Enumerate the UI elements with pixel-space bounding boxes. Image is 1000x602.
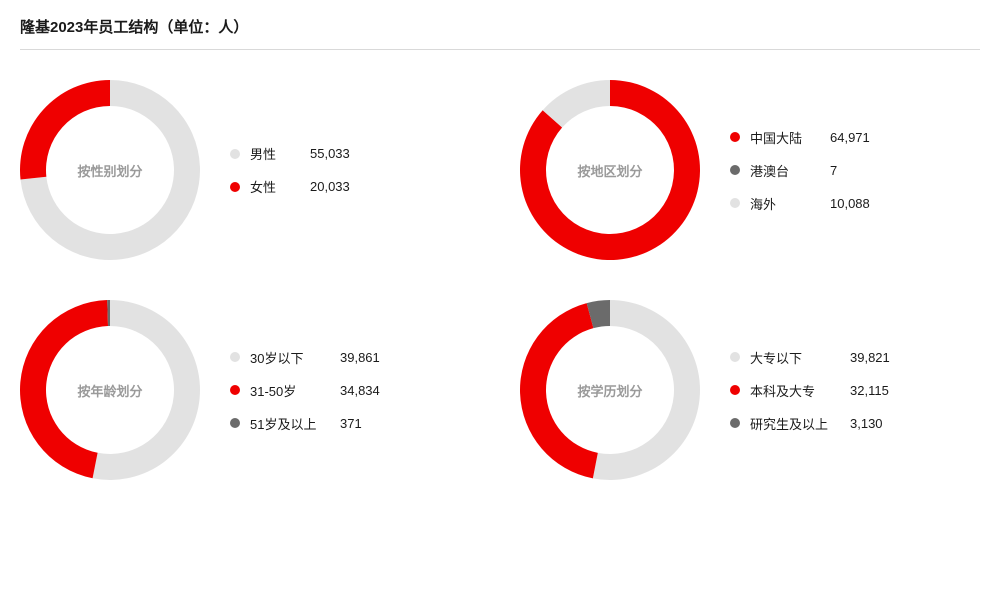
donut-center-label: 按年龄划分 bbox=[20, 300, 200, 480]
legend-label: 30岁以下 bbox=[250, 348, 330, 367]
legend-item: 海外 10,088 bbox=[730, 194, 870, 213]
legend-label: 海外 bbox=[750, 194, 820, 213]
donut-center-label: 按学历划分 bbox=[520, 300, 700, 480]
legend-label: 51岁及以上 bbox=[250, 414, 330, 433]
legend-value: 371 bbox=[340, 416, 362, 431]
legend-value: 39,861 bbox=[340, 350, 380, 365]
legend-item: 大专以下 39,821 bbox=[730, 348, 890, 367]
legend-region: 中国大陆 64,971 港澳台 7 海外 10,088 bbox=[730, 128, 870, 213]
legend-value: 10,088 bbox=[830, 196, 870, 211]
legend-label: 31-50岁 bbox=[250, 381, 330, 400]
chart-panel-education: 按学历划分 大专以下 39,821 本科及大专 32,115 研究生及以上 3,130 bbox=[520, 300, 980, 480]
donut-region: 按地区划分 bbox=[520, 80, 700, 260]
donut-education: 按学历划分 bbox=[520, 300, 700, 480]
legend-education: 大专以下 39,821 本科及大专 32,115 研究生及以上 3,130 bbox=[730, 348, 890, 433]
chart-panel-region: 按地区划分 中国大陆 64,971 港澳台 7 海外 10,088 bbox=[520, 80, 980, 260]
legend-swatch bbox=[730, 385, 740, 395]
legend-label: 女性 bbox=[250, 177, 300, 196]
legend-label: 男性 bbox=[250, 144, 300, 163]
legend-item: 港澳台 7 bbox=[730, 161, 870, 180]
legend-value: 34,834 bbox=[340, 383, 380, 398]
legend-item: 30岁以下 39,861 bbox=[230, 348, 380, 367]
donut-gender: 按性别划分 bbox=[20, 80, 200, 260]
legend-swatch bbox=[230, 149, 240, 159]
legend-label: 港澳台 bbox=[750, 161, 820, 180]
legend-gender: 男性 55,033 女性 20,033 bbox=[230, 144, 350, 196]
legend-item: 研究生及以上 3,130 bbox=[730, 414, 890, 433]
legend-swatch bbox=[730, 418, 740, 428]
legend-label: 本科及大专 bbox=[750, 381, 840, 400]
legend-label: 研究生及以上 bbox=[750, 414, 840, 433]
page-title: 隆基2023年员工结构（单位：人） bbox=[20, 16, 980, 50]
legend-swatch bbox=[730, 198, 740, 208]
legend-item: 男性 55,033 bbox=[230, 144, 350, 163]
legend-item: 女性 20,033 bbox=[230, 177, 350, 196]
legend-swatch bbox=[230, 182, 240, 192]
legend-label: 大专以下 bbox=[750, 348, 840, 367]
chart-grid: 按性别划分 男性 55,033 女性 20,033 按地区划分 中国大陆 64,971 港澳台 7… bbox=[20, 80, 980, 480]
legend-swatch bbox=[730, 165, 740, 175]
legend-item: 31-50岁 34,834 bbox=[230, 381, 380, 400]
donut-center-label: 按地区划分 bbox=[520, 80, 700, 260]
chart-panel-age: 按年龄划分 30岁以下 39,861 31-50岁 34,834 51岁及以上 371 bbox=[20, 300, 480, 480]
legend-value: 39,821 bbox=[850, 350, 890, 365]
legend-value: 55,033 bbox=[310, 146, 350, 161]
legend-swatch bbox=[230, 385, 240, 395]
legend-swatch bbox=[230, 418, 240, 428]
legend-item: 51岁及以上 371 bbox=[230, 414, 380, 433]
chart-panel-gender: 按性别划分 男性 55,033 女性 20,033 bbox=[20, 80, 480, 260]
donut-age: 按年龄划分 bbox=[20, 300, 200, 480]
legend-value: 20,033 bbox=[310, 179, 350, 194]
legend-value: 3,130 bbox=[850, 416, 883, 431]
legend-item: 中国大陆 64,971 bbox=[730, 128, 870, 147]
legend-age: 30岁以下 39,861 31-50岁 34,834 51岁及以上 371 bbox=[230, 348, 380, 433]
legend-label: 中国大陆 bbox=[750, 128, 820, 147]
legend-value: 7 bbox=[830, 163, 837, 178]
legend-item: 本科及大专 32,115 bbox=[730, 381, 890, 400]
legend-swatch bbox=[730, 132, 740, 142]
legend-swatch bbox=[230, 352, 240, 362]
donut-center-label: 按性别划分 bbox=[20, 80, 200, 260]
legend-swatch bbox=[730, 352, 740, 362]
legend-value: 32,115 bbox=[850, 383, 889, 398]
legend-value: 64,971 bbox=[830, 130, 870, 145]
